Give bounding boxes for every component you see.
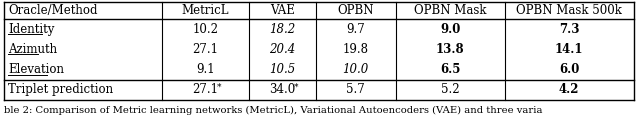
Text: *: * [294, 82, 299, 91]
Text: 27.1: 27.1 [192, 83, 218, 96]
Text: 5.7: 5.7 [346, 83, 365, 96]
Text: 7.3: 7.3 [559, 23, 579, 36]
Text: *: * [217, 82, 221, 91]
Text: 10.0: 10.0 [342, 63, 369, 76]
Text: 20.4: 20.4 [269, 43, 296, 56]
Text: MetricL: MetricL [182, 4, 229, 17]
Text: VAE: VAE [270, 4, 294, 17]
Text: 13.8: 13.8 [436, 43, 465, 56]
Text: 6.5: 6.5 [440, 63, 460, 76]
Text: OPBN Mask: OPBN Mask [414, 4, 486, 17]
Text: 19.8: 19.8 [343, 43, 369, 56]
Text: 4.2: 4.2 [559, 83, 579, 96]
Text: 10.5: 10.5 [269, 63, 296, 76]
Text: 10.2: 10.2 [192, 23, 218, 36]
Text: 9.0: 9.0 [440, 23, 460, 36]
Text: 6.0: 6.0 [559, 63, 579, 76]
Text: 5.2: 5.2 [441, 83, 460, 96]
Text: OPBN Mask 500k: OPBN Mask 500k [516, 4, 622, 17]
Text: Elevation: Elevation [8, 63, 64, 76]
Text: Oracle/Method: Oracle/Method [8, 4, 97, 17]
Text: 9.7: 9.7 [346, 23, 365, 36]
Text: OPBN: OPBN [337, 4, 374, 17]
Text: 18.2: 18.2 [269, 23, 296, 36]
Text: 27.1: 27.1 [192, 43, 218, 56]
Text: ble 2: Comparison of Metric learning networks (MetricL), Variational Autoencoder: ble 2: Comparison of Metric learning net… [4, 105, 543, 115]
Text: 14.1: 14.1 [555, 43, 584, 56]
Text: Identity: Identity [8, 23, 54, 36]
Text: Triplet prediction: Triplet prediction [8, 83, 113, 96]
Text: 9.1: 9.1 [196, 63, 214, 76]
Text: Azimuth: Azimuth [8, 43, 57, 56]
Text: 34.0: 34.0 [269, 83, 296, 96]
